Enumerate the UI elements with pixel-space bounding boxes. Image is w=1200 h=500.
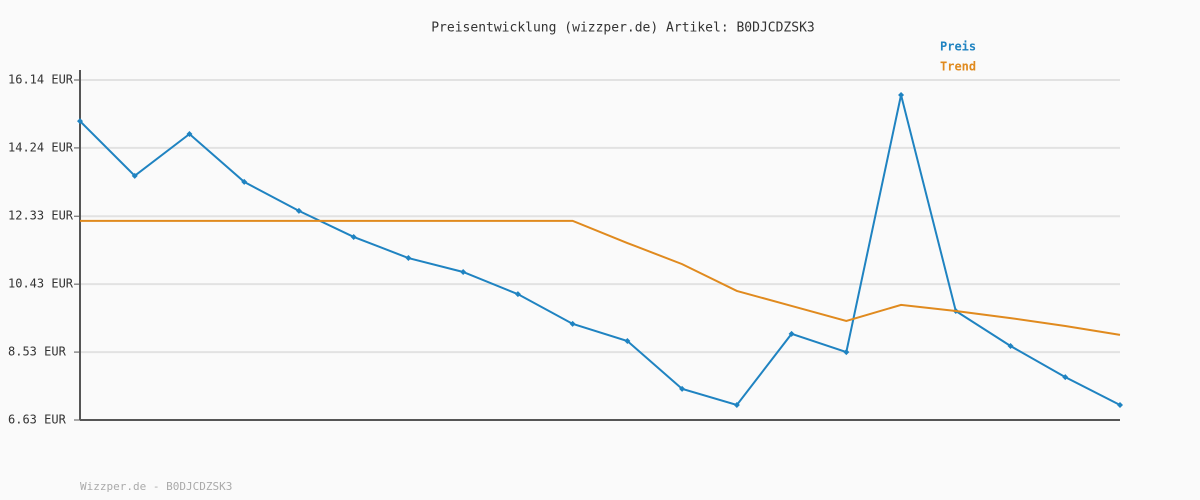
data-point <box>679 385 686 392</box>
data-point <box>788 330 795 337</box>
data-point <box>1007 342 1014 349</box>
data-point <box>131 172 138 179</box>
legend-label: Preis <box>940 40 976 54</box>
data-point <box>1117 401 1123 408</box>
data-point <box>898 92 905 99</box>
data-point <box>77 118 83 125</box>
y-tick-label: 14.24 EUR <box>8 140 74 154</box>
y-tick-label: 16.14 EUR <box>8 73 74 87</box>
legend-label: Trend <box>940 60 976 74</box>
data-point <box>460 268 467 275</box>
data-point <box>241 178 248 185</box>
series-line <box>79 94 1121 407</box>
data-point <box>569 320 576 327</box>
y-tick-label: 10.43 EUR <box>8 277 74 291</box>
data-point <box>733 401 740 408</box>
data-point <box>843 349 850 356</box>
y-tick-label: 12.33 EUR <box>8 209 74 223</box>
data-point <box>186 130 193 137</box>
data-point <box>514 291 521 298</box>
chart-title: Preisentwicklung (wizzper.de) Artikel: B… <box>431 21 815 36</box>
footer: Wizzper.de - B0DJCDZSK3 <box>80 480 232 493</box>
data-point <box>624 337 631 344</box>
data-point <box>405 255 412 262</box>
data-point <box>350 233 357 240</box>
y-tick-label: 8.53 EUR <box>8 345 67 359</box>
data-point <box>295 207 302 214</box>
data-point <box>1062 374 1069 381</box>
series-line <box>80 219 1121 336</box>
y-tick-label: 6.63 EUR <box>8 413 67 427</box>
